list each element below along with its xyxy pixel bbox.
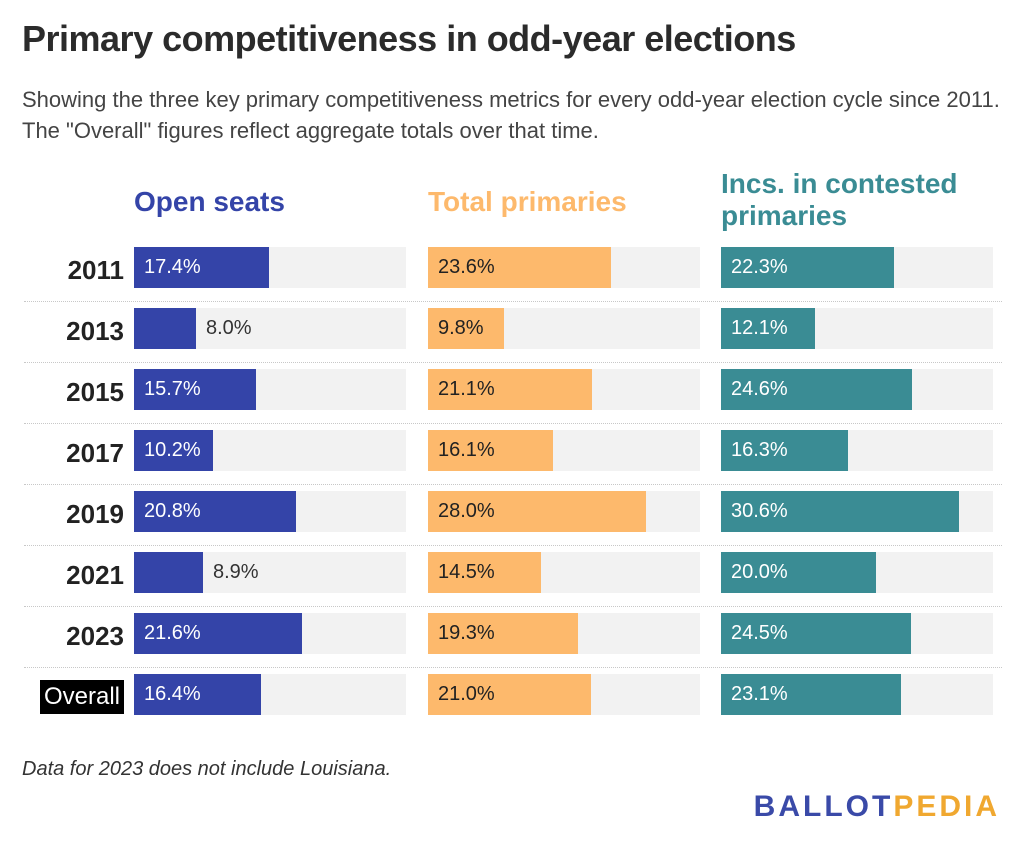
- bar-track: 8.0%: [134, 308, 406, 349]
- bar-track: 24.5%: [721, 613, 993, 654]
- bar-total-primaries: [428, 491, 646, 532]
- bar-track: 17.4%: [134, 247, 406, 288]
- bar-open-seats: [134, 491, 296, 532]
- data-label: 20.0%: [731, 561, 788, 583]
- category-label: 2021: [66, 560, 124, 590]
- data-label: 23.6%: [438, 256, 495, 278]
- data-label: 16.4%: [144, 683, 201, 705]
- chart-row-2019: 2019 20.8% 28.0% 30.6%: [24, 484, 1002, 546]
- chart-row-2021: 2021 8.9% 14.5% 20.0%: [24, 545, 1002, 607]
- bar-incs-in-contested-primaries: [721, 247, 894, 288]
- bar-open-seats: [134, 674, 261, 715]
- bar-incs-in-contested-primaries: [721, 369, 912, 410]
- data-label: 14.5%: [438, 561, 495, 583]
- bar-track: 14.5%: [428, 552, 700, 593]
- chart-row-2011: 2011 17.4% 23.6% 22.3%: [24, 240, 1002, 302]
- bar-total-primaries: [428, 552, 541, 593]
- column-header-open-seats: Open seats: [134, 186, 285, 217]
- bar-open-seats: [134, 308, 196, 349]
- bar-total-primaries: [428, 247, 611, 288]
- category-label: 2013: [66, 316, 124, 346]
- chart-row-overall: Overall 16.4% 21.0% 23.1%: [24, 667, 1002, 728]
- bar-incs-in-contested-primaries: [721, 674, 901, 715]
- bar-incs-in-contested-primaries: [721, 613, 911, 654]
- data-label: 21.0%: [438, 683, 495, 705]
- ballotpedia-logo: BALLOTPEDIA: [754, 790, 1000, 824]
- bar-track: 20.8%: [134, 491, 406, 532]
- bar-incs-in-contested-primaries: [721, 491, 959, 532]
- chart-row-2015: 2015 15.7% 21.1% 24.6%: [24, 362, 1002, 424]
- data-label: 24.5%: [731, 622, 788, 644]
- bar-track: 30.6%: [721, 491, 993, 532]
- data-label: 10.2%: [144, 439, 201, 461]
- bar-open-seats: [134, 613, 302, 654]
- bar-track: 20.0%: [721, 552, 993, 593]
- chart-subtitle: Showing the three key primary competitiv…: [22, 87, 1000, 143]
- data-label: 28.0%: [438, 500, 495, 522]
- data-label: 23.1%: [731, 683, 788, 705]
- category-label: 2015: [66, 377, 124, 407]
- data-label: 16.1%: [438, 439, 495, 461]
- bar-track: 22.3%: [721, 247, 993, 288]
- chart-title: Primary competitiveness in odd-year elec…: [22, 18, 796, 59]
- bar-track: 10.2%: [134, 430, 406, 471]
- bar-track: 24.6%: [721, 369, 993, 410]
- bar-track: 19.3%: [428, 613, 700, 654]
- bar-total-primaries: [428, 430, 553, 471]
- data-label: 8.0%: [206, 317, 252, 339]
- column-header-incs-in-contested-primaries: Incs. in contested primaries: [721, 168, 958, 231]
- bar-track: 16.3%: [721, 430, 993, 471]
- chart-row-2013: 2013 8.0% 9.8% 12.1%: [24, 301, 1002, 363]
- bar-open-seats: [134, 247, 269, 288]
- data-label: 9.8%: [438, 317, 484, 339]
- chart-row-2023: 2023 21.6% 19.3% 24.5%: [24, 606, 1002, 668]
- category-label: 2019: [66, 499, 124, 529]
- bar-track: 28.0%: [428, 491, 700, 532]
- bar-track: 8.9%: [134, 552, 406, 593]
- data-label: 22.3%: [731, 256, 788, 278]
- data-label: 30.6%: [731, 500, 788, 522]
- data-label: 19.3%: [438, 622, 495, 644]
- data-label: 17.4%: [144, 256, 201, 278]
- logo-part-pedia: PEDIA: [893, 790, 1000, 823]
- data-label: 12.1%: [731, 317, 788, 339]
- data-label: 16.3%: [731, 439, 788, 461]
- bar-incs-in-contested-primaries: [721, 430, 848, 471]
- bar-total-primaries: [428, 613, 578, 654]
- data-label: 20.8%: [144, 500, 201, 522]
- bar-track: 16.4%: [134, 674, 406, 715]
- bar-track: 23.1%: [721, 674, 993, 715]
- category-label: Overall: [39, 680, 124, 714]
- bar-incs-in-contested-primaries: [721, 308, 815, 349]
- bar-open-seats: [134, 430, 213, 471]
- bar-total-primaries: [428, 369, 592, 410]
- data-label: 21.1%: [438, 378, 495, 400]
- bar-incs-in-contested-primaries: [721, 552, 876, 593]
- bar-track: 23.6%: [428, 247, 700, 288]
- bar-total-primaries: [428, 308, 504, 349]
- column-header-total-primaries: Total primaries: [428, 186, 627, 217]
- data-label: 15.7%: [144, 378, 201, 400]
- category-label: 2011: [67, 255, 124, 285]
- data-label: 21.6%: [144, 622, 201, 644]
- chart-row-2017: 2017 10.2% 16.1% 16.3%: [24, 423, 1002, 485]
- data-label: 8.9%: [213, 561, 259, 583]
- footnote: Data for 2023 does not include Louisiana…: [22, 758, 392, 780]
- category-label: 2023: [66, 621, 124, 651]
- bar-track: 21.1%: [428, 369, 700, 410]
- data-label: 24.6%: [731, 378, 788, 400]
- bar-track: 15.7%: [134, 369, 406, 410]
- bar-track: 9.8%: [428, 308, 700, 349]
- bar-open-seats: [134, 552, 203, 593]
- bar-track: 21.0%: [428, 674, 700, 715]
- bar-open-seats: [134, 369, 256, 410]
- bar-total-primaries: [428, 674, 591, 715]
- bar-track: 12.1%: [721, 308, 993, 349]
- bar-track: 16.1%: [428, 430, 700, 471]
- category-label: 2017: [66, 438, 124, 468]
- bar-track: 21.6%: [134, 613, 406, 654]
- logo-part-ballot: BALLOT: [753, 790, 894, 823]
